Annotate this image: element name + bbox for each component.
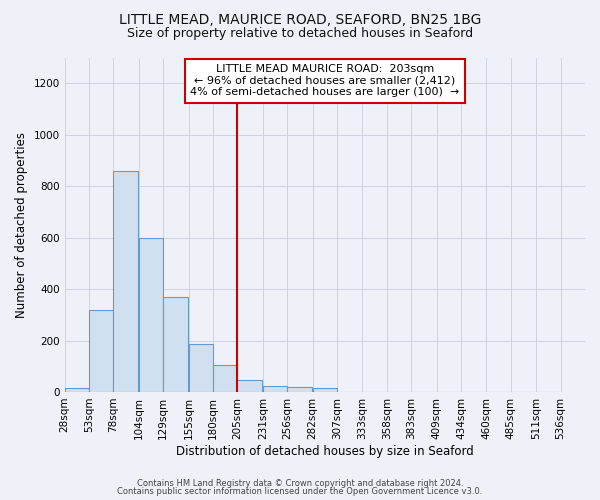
Text: Contains public sector information licensed under the Open Government Licence v3: Contains public sector information licen… (118, 487, 482, 496)
Bar (65, 388, 89, 392)
Bar (238, 380, 262, 392)
Text: LITTLE MEAD, MAURICE ROAD, SEAFORD, BN25 1BG: LITTLE MEAD, MAURICE ROAD, SEAFORD, BN25… (119, 12, 481, 26)
Bar (213, 365, 238, 392)
Y-axis label: Number of detached properties: Number of detached properties (15, 132, 28, 318)
Bar (263, 386, 287, 392)
Bar (113, 170, 138, 392)
Bar (313, 388, 337, 392)
Bar (287, 387, 311, 392)
Text: Size of property relative to detached houses in Seaford: Size of property relative to detached ho… (127, 28, 473, 40)
X-axis label: Distribution of detached houses by size in Seaford: Distribution of detached houses by size … (176, 444, 474, 458)
Text: LITTLE MEAD MAURICE ROAD:  203sqm
← 96% of detached houses are smaller (2,412)
4: LITTLE MEAD MAURICE ROAD: 203sqm ← 96% o… (190, 64, 460, 98)
Bar (139, 238, 163, 392)
Text: Contains HM Land Registry data © Crown copyright and database right 2024.: Contains HM Land Registry data © Crown c… (137, 478, 463, 488)
Bar (188, 344, 213, 392)
Bar (89, 310, 113, 392)
Bar (163, 297, 188, 392)
